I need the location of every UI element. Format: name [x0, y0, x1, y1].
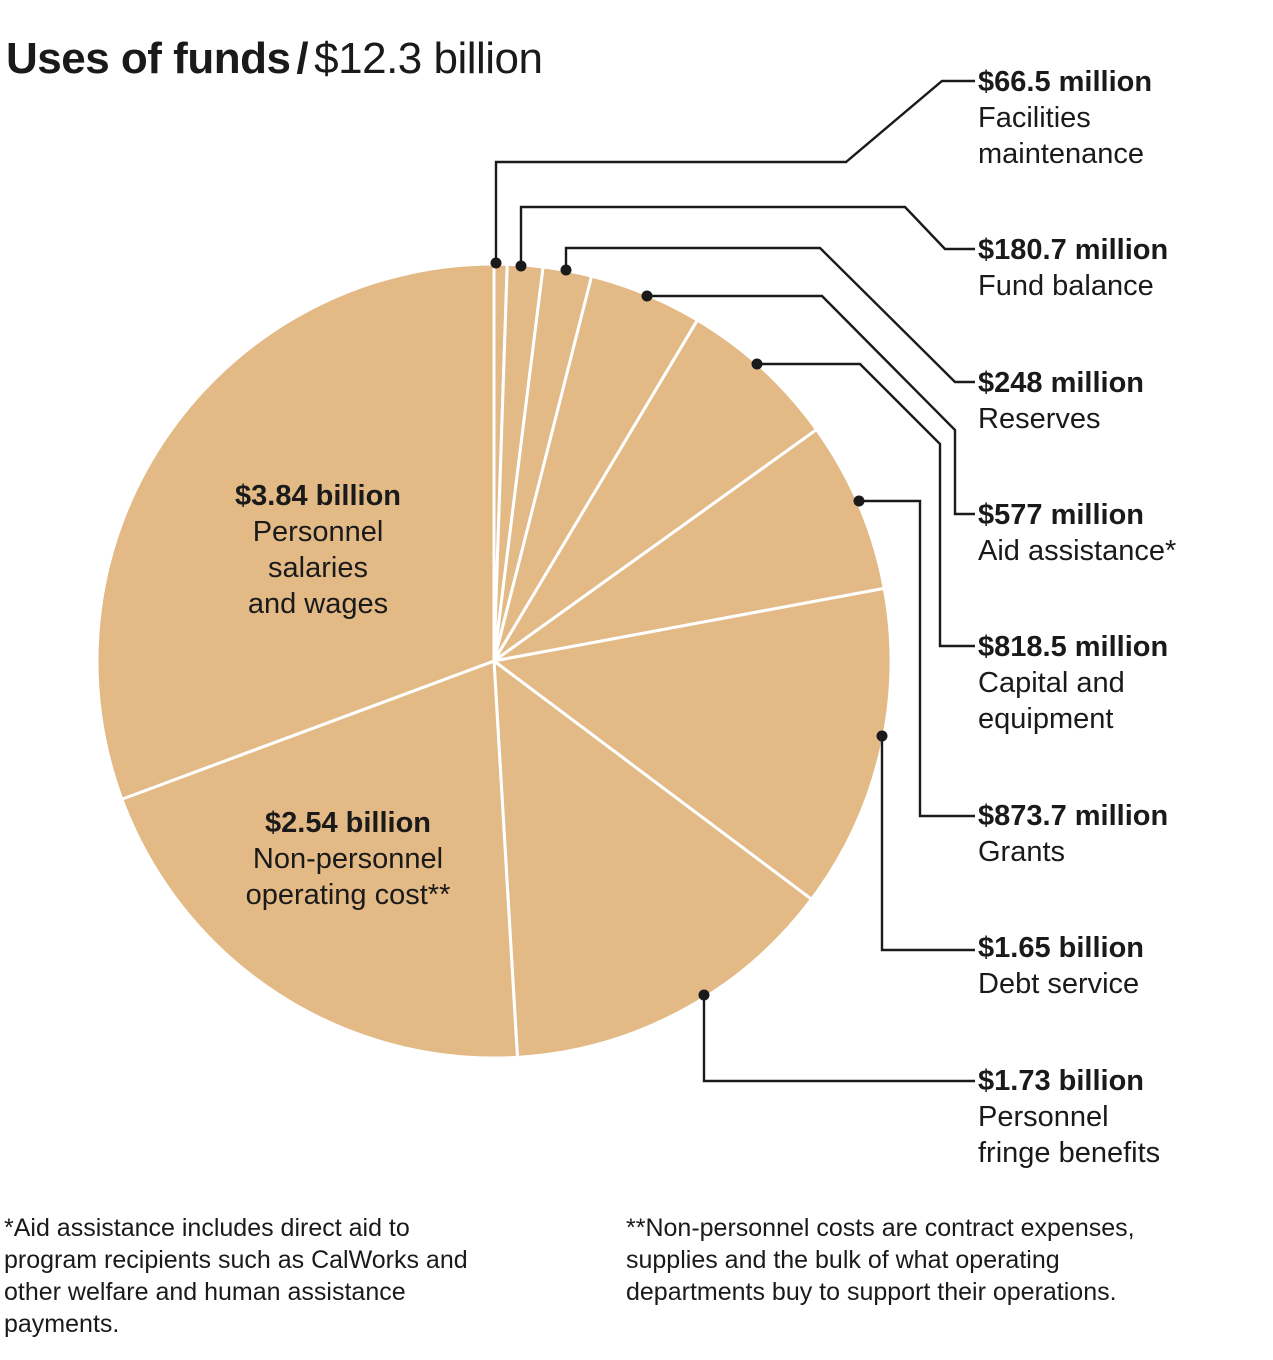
leader-dot — [641, 290, 653, 302]
callout-value: $1.73 billion — [978, 1065, 1144, 1097]
callout-label-line: Capital and — [978, 667, 1125, 699]
slice-value: $2.54 billion — [265, 807, 431, 839]
footnote-aid-assistance: *Aid assistance includes direct aid to p… — [4, 1214, 468, 1338]
pie-slice-personnel-salaries-and-wages — [95, 262, 496, 801]
slice-label-line: salaries — [268, 552, 368, 584]
pie-slice-non-personnel-operating-cost — [120, 659, 519, 1060]
leader-dot — [515, 260, 527, 272]
leader-line — [880, 736, 975, 952]
callout-value: $248 million — [978, 367, 1145, 399]
leader-dot — [560, 264, 572, 276]
callout-label-line: fringe benefits — [978, 1137, 1161, 1169]
callout-capital-equipment: $818.5 million Capital and equipment — [978, 629, 1168, 737]
leader-line — [702, 995, 975, 1083]
leader-dot — [698, 989, 710, 1001]
leader-line — [647, 294, 975, 516]
leader-line — [494, 79, 975, 263]
callout-label-line: equipment — [978, 703, 1114, 735]
callout-debt-service: $1.65 billion Debt service — [978, 930, 1144, 1002]
chart-title: Uses of funds / $12.3 billion — [6, 34, 543, 84]
callout-label-line: Facilities — [978, 102, 1091, 134]
callout-label-line: Fund balance — [978, 270, 1154, 302]
callout-value: $873.7 million — [978, 800, 1169, 832]
pie-slices — [95, 262, 893, 1060]
leader-line — [757, 362, 975, 648]
footnote-nonpersonnel: **Non-personnel costs are contract expen… — [626, 1214, 1135, 1306]
callout-facilities-maintenance: $66.5 million Facilities maintenance — [978, 64, 1152, 172]
leader-dot — [876, 730, 888, 742]
callout-value: $1.65 billion — [978, 932, 1144, 964]
callout-label-line: Grants — [978, 836, 1066, 868]
leader-line — [519, 205, 975, 266]
slice-label-line: and wages — [247, 588, 389, 620]
slice-label-line: operating cost** — [245, 879, 451, 911]
leader-dot — [751, 358, 763, 370]
leader-dot — [490, 257, 502, 269]
callout-label-line: Reserves — [978, 403, 1101, 435]
pie-slice-debt-service — [492, 586, 893, 901]
slice-value: $3.84 billion — [235, 480, 401, 512]
callout-value: $577 million — [978, 499, 1145, 531]
callout-fringe-benefits: $1.73 billion Personnel fringe benefits — [978, 1063, 1160, 1171]
callout-label-line: maintenance — [978, 138, 1145, 170]
title-text: Uses of funds — [6, 34, 291, 83]
callout-label-line: Personnel — [978, 1101, 1109, 1133]
leader-lines — [490, 79, 975, 1083]
callout-value: $66.5 million — [978, 66, 1153, 98]
slice-label-nonpersonnel: $2.54 billion Non-personnel operating co… — [188, 805, 508, 913]
callout-reserves: $248 million Reserves — [978, 365, 1144, 437]
callout-value: $818.5 million — [978, 631, 1169, 663]
slice-label-line: Non-personnel — [252, 843, 444, 875]
leader-line — [859, 499, 975, 818]
title-separator: / — [296, 34, 309, 83]
leader-line — [564, 246, 975, 384]
callout-aid-assistance: $577 million Aid assistance* — [978, 497, 1176, 569]
title-total: $12.3 billion — [314, 34, 543, 83]
slice-label-salaries: $3.84 billion Personnel salaries and wag… — [158, 478, 478, 622]
leader-dot — [853, 495, 865, 507]
callout-fund-balance: $180.7 million Fund balance — [978, 232, 1168, 304]
pie-slice-capital-and-equipment — [492, 318, 819, 663]
callout-label-line: Aid assistance* — [978, 535, 1177, 567]
callout-grants: $873.7 million Grants — [978, 798, 1168, 870]
callout-value: $180.7 million — [978, 234, 1169, 266]
pie-slice-personnel-fringe-benefits — [492, 659, 814, 1059]
slice-label-line: Personnel — [252, 516, 384, 548]
callout-label-line: Debt service — [978, 968, 1140, 1000]
